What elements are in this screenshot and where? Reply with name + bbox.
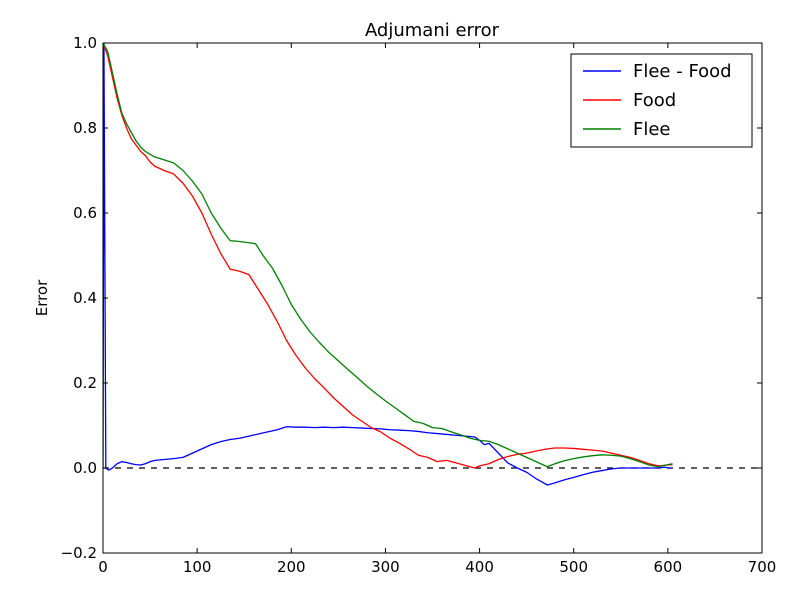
x-tick-label: 400 <box>465 558 494 576</box>
chart-title: Adjumani error <box>365 20 500 41</box>
x-tick-label: 500 <box>559 558 588 576</box>
series-line-food <box>103 43 673 469</box>
y-tick-label: 1.0 <box>73 34 97 52</box>
y-tick-label: 0.8 <box>73 119 97 137</box>
legend-label-flee: Flee <box>633 119 671 140</box>
plot-area: 0 100 200 300 400 500 600 700 −0.2 0.0 0.2 0.4 0.6 0.… <box>61 34 777 576</box>
legend-label-food: Food <box>633 90 676 111</box>
x-tick-label: 200 <box>277 558 306 576</box>
y-tick-label: 0.0 <box>73 459 97 477</box>
x-tick-label: 700 <box>748 558 777 576</box>
legend-label-flee-food: Flee - Food <box>633 61 732 82</box>
y-tick-label: 0.4 <box>73 289 97 307</box>
legend: Flee - Food Food Flee <box>570 53 753 148</box>
series-line-flee-food <box>103 43 672 486</box>
x-tick-label: 100 <box>183 558 212 576</box>
y-tick-label: 0.2 <box>73 374 97 392</box>
y-axis-label: Error <box>33 279 51 316</box>
x-tick-label: 0 <box>98 558 108 576</box>
y-tick-label: −0.2 <box>61 544 97 562</box>
series-group <box>103 43 762 486</box>
y-tick-label: 0.6 <box>73 204 97 222</box>
x-tick-label: 300 <box>371 558 400 576</box>
series-line-flee <box>103 43 673 468</box>
x-tick-label: 600 <box>654 558 683 576</box>
